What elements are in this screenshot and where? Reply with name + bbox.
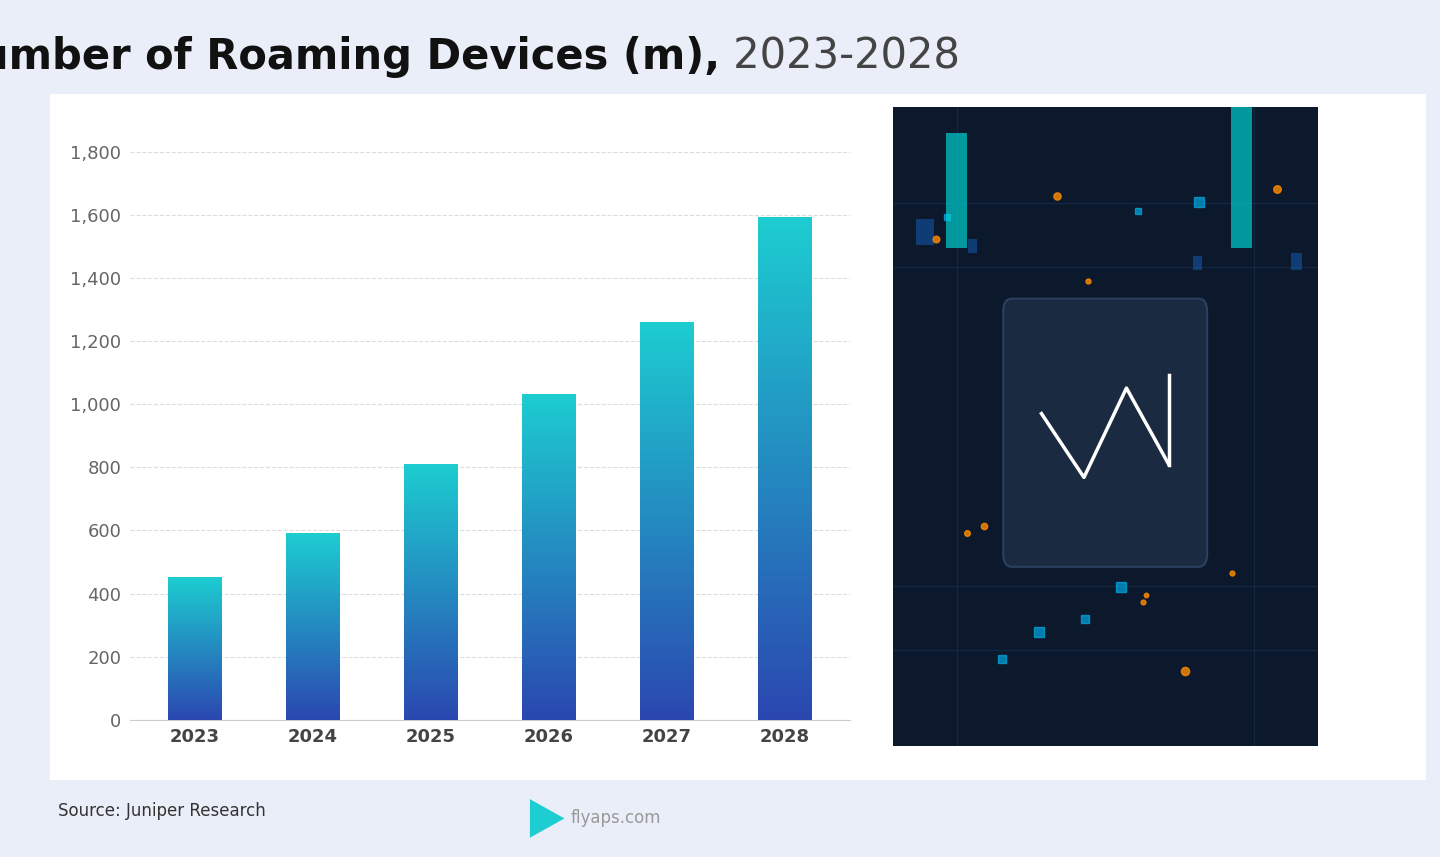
Text: flyaps.com: flyaps.com (570, 809, 661, 828)
Bar (916, 219, 933, 245)
Bar (1063, 529, 1081, 558)
Text: 2023-2028: 2023-2028 (720, 35, 960, 78)
Bar (968, 238, 978, 253)
FancyBboxPatch shape (36, 87, 1440, 787)
Text: Source: Juniper Research: Source: Juniper Research (58, 801, 265, 820)
Bar (946, 133, 968, 248)
Polygon shape (530, 799, 564, 838)
Text: Total Number of Roaming Devices (m),: Total Number of Roaming Devices (m), (0, 35, 720, 78)
Bar (1192, 256, 1202, 271)
Bar (1231, 107, 1251, 248)
Bar (1050, 529, 1066, 552)
FancyBboxPatch shape (1004, 299, 1207, 566)
Bar (1292, 254, 1302, 270)
